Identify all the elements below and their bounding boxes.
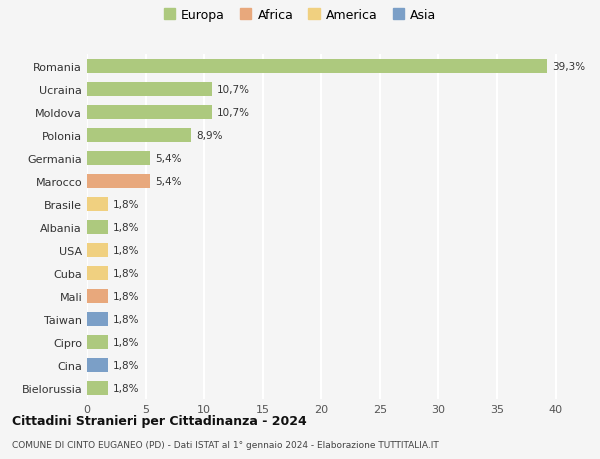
- Bar: [87, 151, 150, 165]
- Text: 1,8%: 1,8%: [113, 314, 139, 324]
- Text: COMUNE DI CINTO EUGANEO (PD) - Dati ISTAT al 1° gennaio 2024 - Elaborazione TUTT: COMUNE DI CINTO EUGANEO (PD) - Dati ISTA…: [12, 441, 439, 449]
- Text: 1,8%: 1,8%: [113, 383, 139, 393]
- Text: 8,9%: 8,9%: [196, 130, 223, 140]
- Text: 1,8%: 1,8%: [113, 360, 139, 370]
- Bar: [87, 312, 108, 326]
- Bar: [87, 220, 108, 234]
- Text: 10,7%: 10,7%: [217, 107, 250, 118]
- Text: 1,8%: 1,8%: [113, 291, 139, 301]
- Bar: [87, 335, 108, 349]
- Text: Cittadini Stranieri per Cittadinanza - 2024: Cittadini Stranieri per Cittadinanza - 2…: [12, 414, 307, 428]
- Text: 1,8%: 1,8%: [113, 199, 139, 209]
- Bar: [87, 381, 108, 395]
- Legend: Europa, Africa, America, Asia: Europa, Africa, America, Asia: [161, 6, 439, 24]
- Bar: [87, 243, 108, 257]
- Bar: [87, 358, 108, 372]
- Bar: [87, 129, 191, 142]
- Bar: [87, 106, 212, 119]
- Bar: [87, 174, 150, 188]
- Bar: [87, 83, 212, 96]
- Bar: [87, 197, 108, 211]
- Bar: [87, 60, 547, 73]
- Text: 5,4%: 5,4%: [155, 153, 181, 163]
- Text: 5,4%: 5,4%: [155, 176, 181, 186]
- Text: 1,8%: 1,8%: [113, 268, 139, 278]
- Text: 39,3%: 39,3%: [552, 62, 585, 72]
- Bar: [87, 289, 108, 303]
- Text: 1,8%: 1,8%: [113, 337, 139, 347]
- Text: 10,7%: 10,7%: [217, 84, 250, 95]
- Bar: [87, 266, 108, 280]
- Text: 1,8%: 1,8%: [113, 245, 139, 255]
- Text: 1,8%: 1,8%: [113, 222, 139, 232]
